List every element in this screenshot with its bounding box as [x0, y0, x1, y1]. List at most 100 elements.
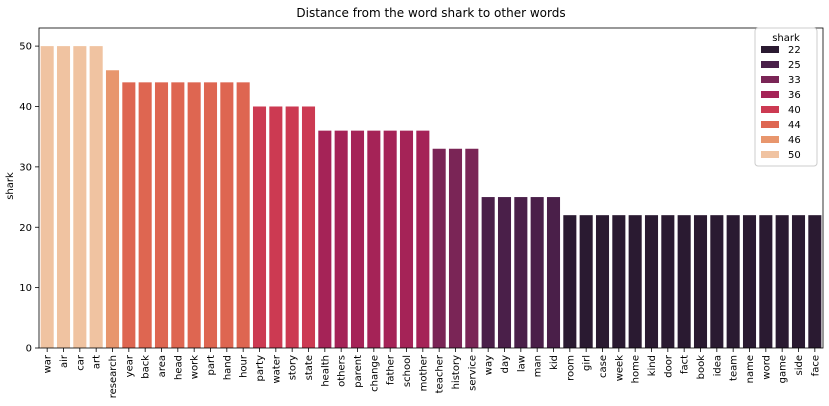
- x-tick-label: kid: [549, 355, 560, 370]
- bar-history: [448, 148, 463, 348]
- bar-fact: [677, 215, 691, 348]
- x-tick-label: hand: [222, 355, 233, 380]
- bar-girl: [579, 215, 593, 348]
- bar-change: [367, 130, 381, 348]
- legend-swatch-33: [761, 76, 779, 83]
- x-tick-label: kind: [647, 355, 658, 376]
- bar-area: [154, 82, 169, 348]
- bar-story: [285, 106, 299, 349]
- bar-hand: [220, 82, 234, 348]
- x-tick-label: week: [614, 355, 625, 381]
- legend-swatch-22: [761, 46, 779, 53]
- bar-side: [791, 215, 806, 348]
- x-tick-label: game: [778, 355, 789, 383]
- x-tick-label: research: [108, 355, 119, 398]
- bar-way: [481, 197, 495, 348]
- x-tick-label: case: [598, 355, 609, 378]
- x-tick-label: air: [59, 354, 70, 368]
- bar-state: [301, 106, 316, 349]
- legend-entries: 22 25 33 36 40 44 46 50: [761, 45, 801, 161]
- bar-game: [775, 215, 789, 348]
- legend-label-40: 40: [788, 105, 801, 116]
- bar-kid: [546, 197, 561, 348]
- legend-label-36: 36: [788, 90, 801, 101]
- y-tick-label: 40: [19, 102, 32, 113]
- bar-art: [89, 46, 103, 349]
- bar-car: [73, 46, 87, 349]
- x-tick-label: book: [696, 355, 707, 380]
- bar-hour: [236, 82, 250, 348]
- bar-others: [334, 130, 348, 348]
- x-tick-label: health: [320, 355, 331, 387]
- x-tick-label: area: [157, 355, 168, 377]
- bar-law: [514, 197, 528, 348]
- bar-part: [203, 82, 218, 348]
- bar-man: [530, 197, 544, 348]
- x-tick-label: water: [271, 354, 282, 383]
- legend-label-46: 46: [788, 135, 801, 146]
- x-tick-label: room: [565, 355, 576, 381]
- x-tick-label: party: [255, 355, 266, 382]
- x-tick-label: year: [124, 354, 135, 377]
- bars-group: [40, 46, 822, 349]
- legend-swatch-25: [761, 61, 779, 68]
- legend-swatch-40: [761, 106, 779, 113]
- y-axis-label: shark: [5, 172, 16, 200]
- bar-service: [465, 148, 479, 348]
- bar-water: [269, 106, 283, 349]
- x-tick-label: side: [794, 355, 805, 376]
- bar-health: [318, 130, 332, 348]
- bar-mother: [416, 130, 430, 348]
- x-axis-ticks: war air car art research year back area head work…: [43, 348, 821, 398]
- x-tick-label: back: [141, 355, 152, 379]
- legend: shark 22 25 33 36 40 44 46 50: [754, 27, 818, 167]
- x-tick-label: girl: [582, 355, 593, 371]
- x-tick-label: history: [451, 355, 462, 389]
- bar-face: [808, 215, 822, 348]
- y-tick-label: 20: [19, 223, 32, 234]
- bar-day: [497, 197, 512, 348]
- x-tick-label: home: [631, 355, 642, 383]
- bar-parent: [350, 130, 365, 348]
- x-tick-label: parent: [353, 355, 364, 388]
- bar-head: [171, 82, 185, 348]
- axes-frame: [38, 27, 824, 349]
- bar-room: [563, 215, 577, 348]
- x-tick-label: state: [304, 355, 315, 380]
- legend-label-44: 44: [788, 120, 801, 131]
- x-tick-label: art: [92, 355, 103, 369]
- y-axis-ticks: 0 10 20 30 40 50: [19, 42, 39, 355]
- x-tick-label: teacher: [435, 354, 446, 393]
- bar-word: [759, 215, 773, 348]
- bar-home: [628, 215, 642, 348]
- bar-idea: [710, 215, 724, 348]
- bar-school: [399, 130, 414, 348]
- bar-teacher: [432, 148, 446, 348]
- x-tick-label: work: [190, 355, 201, 379]
- x-tick-label: door: [663, 354, 674, 378]
- x-tick-label: head: [173, 355, 184, 380]
- bar-team: [726, 215, 740, 348]
- legend-label-33: 33: [788, 75, 801, 86]
- legend-title: shark: [772, 33, 800, 44]
- y-tick-label: 0: [26, 344, 32, 355]
- legend-label-25: 25: [788, 60, 801, 71]
- bar-case: [595, 215, 610, 348]
- x-tick-label: team: [729, 355, 740, 381]
- legend-label-22: 22: [788, 45, 801, 56]
- x-tick-label: story: [288, 355, 299, 380]
- x-tick-label: word: [761, 355, 772, 380]
- legend-swatch-46: [761, 136, 779, 143]
- bar-father: [383, 130, 397, 348]
- bar-back: [138, 82, 152, 348]
- bar-week: [612, 215, 626, 348]
- chart-title: Distance from the word shark to other wo…: [296, 6, 565, 20]
- bar-party: [252, 106, 267, 349]
- bar-name: [742, 215, 757, 348]
- x-tick-label: car: [75, 354, 86, 371]
- x-tick-label: others: [337, 355, 348, 387]
- x-tick-label: way: [484, 355, 495, 375]
- bar-kind: [644, 215, 659, 348]
- bar-work: [187, 82, 201, 348]
- x-tick-label: name: [745, 355, 756, 383]
